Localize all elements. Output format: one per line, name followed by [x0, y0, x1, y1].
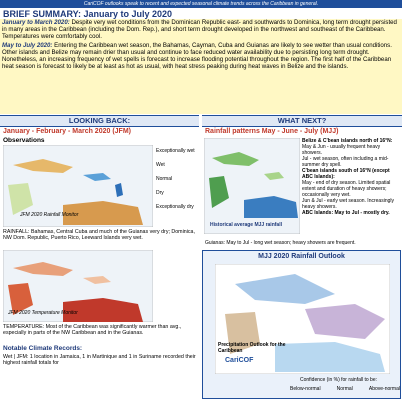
summary-paragraph: January to March 2020: Despite very wet … [2, 19, 400, 41]
outlook-title: MJJ 2020 Rainfall Outlook [258, 253, 345, 260]
legend-item: Exceptionally wet [156, 148, 195, 154]
legend-item: Exceptionally dry [156, 204, 194, 210]
outlook-map [215, 264, 390, 374]
left-header: LOOKING BACK: [0, 115, 199, 127]
note: May & Jun - usually frequent heavy showe… [302, 144, 381, 156]
temp-note: TEMPERATURE: Most of the Caribbean was s… [3, 324, 182, 337]
class: Normal [336, 386, 353, 392]
summary-paragraph: May to July 2020: Entering the Caribbean… [2, 42, 400, 71]
note: Jul - wet season, often including a mid-… [302, 156, 389, 168]
lead: January to March 2020: [2, 19, 70, 26]
summary-title: BRIEF SUMMARY: January to July 2020 [3, 9, 173, 19]
guianas-note: Guianas: May to Jul - long wet season; h… [205, 240, 356, 246]
left-subtitle: January - February - March 2020 (JFM) [3, 128, 131, 135]
note: Belize & C'bean islands north of 16°N: [302, 138, 393, 144]
map-caption: JFM 2020 Temperature Monitor [8, 310, 78, 316]
note: May - end of dry season. Limited spatial… [302, 180, 391, 198]
notes: Belize & C'bean islands north of 16°N: M… [302, 138, 400, 216]
note: ABC Islands: May to Jul - mostly dry. [302, 210, 390, 216]
mjj-map [204, 138, 300, 234]
records: Wet | JFM: 1 location in Jamaica, 1 in M… [3, 354, 196, 367]
rain-note: RAINFALL: Bahamas, Central Cuba and much… [3, 229, 195, 242]
lead: May to July 2020: [2, 41, 53, 49]
note: C'bean islands south of 16°N (except ABC… [302, 168, 390, 180]
outlook-map-title: Precipitation Outlook for the Caribbean [218, 342, 286, 354]
text: Despite very wet conditions from the Dom… [2, 19, 397, 41]
legend-item: Dry [156, 190, 164, 196]
right-header: WHAT NEXT? [202, 115, 402, 127]
legend: Exceptionally wet Wet Normal Dry Excepti… [156, 148, 200, 218]
right-subtitle: Rainfall patterns May - June - July (MJJ… [205, 128, 339, 135]
temp-map [3, 250, 153, 322]
note: Jun & Jul - early wet season. Increasing… [302, 198, 394, 210]
summary-box: January to March 2020: Despite very wet … [0, 19, 402, 114]
rain-map [3, 145, 153, 227]
logo: CariCOF [225, 357, 254, 364]
records-title: Notable Climate Records: [3, 345, 83, 352]
class: Below-normal [290, 386, 321, 392]
map-caption: Historical average MJJ rainfall [210, 222, 282, 228]
legend-item: Normal [156, 176, 173, 182]
section: Observations [3, 137, 45, 144]
map-caption: JFM 2020 Rainfall Monitor [20, 212, 79, 218]
classes: Below-normal Normal Above-normal [290, 386, 400, 392]
banner: CariCOF outlooks speak to recent and exp… [0, 0, 402, 8]
confidence: Confidence (in %) for rainfall to be: [300, 377, 377, 383]
class: Above-normal [368, 386, 400, 392]
text: Entering the Caribbean wet season, the B… [2, 41, 392, 71]
legend-item: Wet [156, 162, 165, 168]
